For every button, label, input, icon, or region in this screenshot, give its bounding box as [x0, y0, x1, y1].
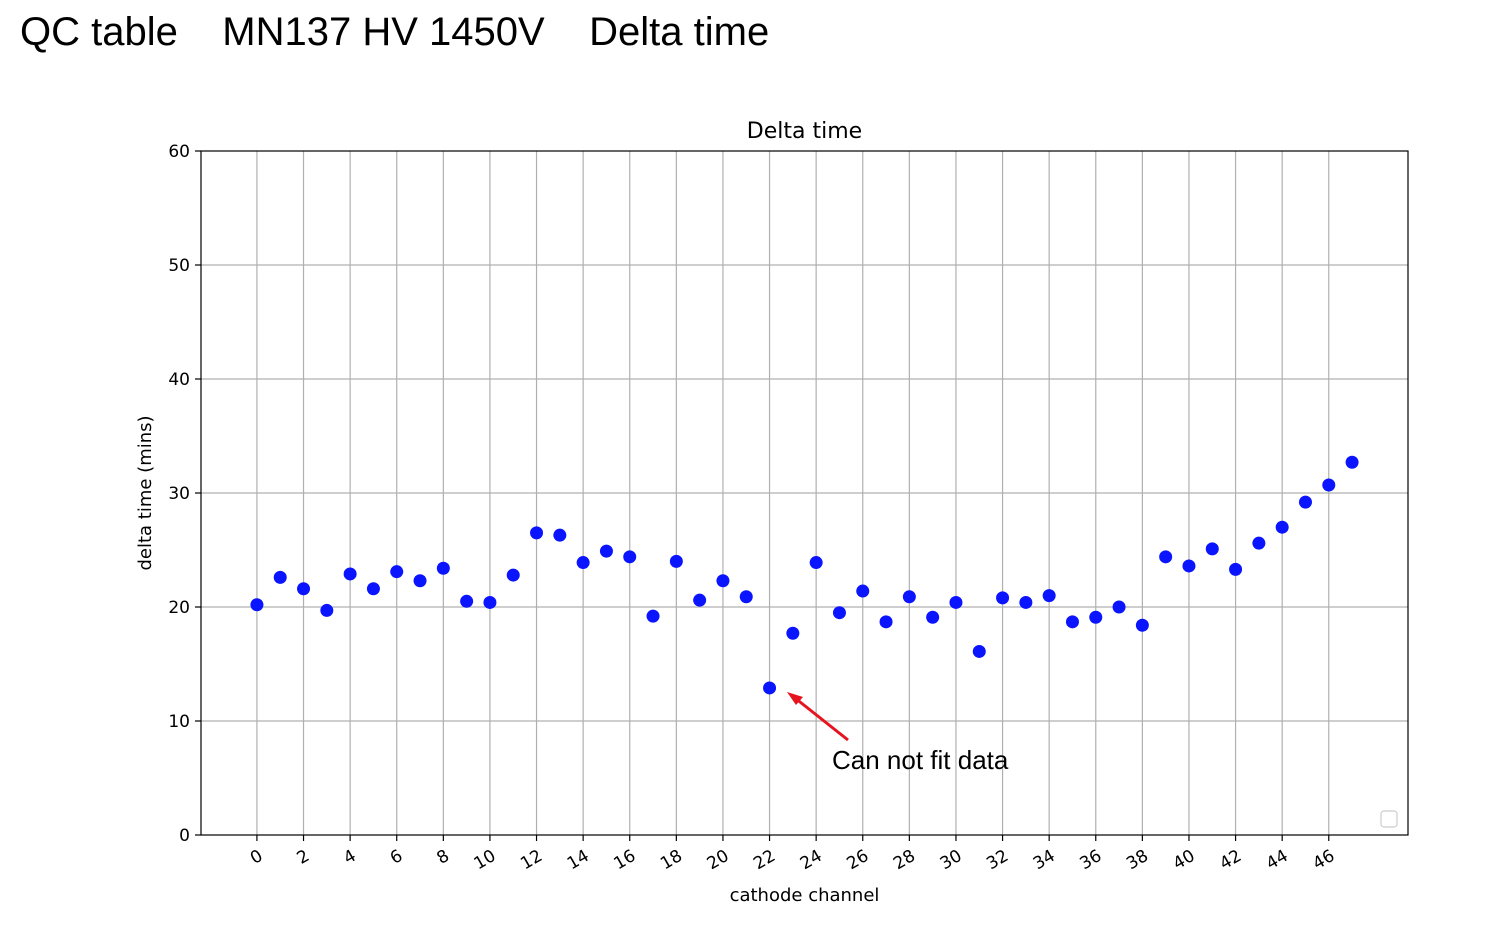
data-point	[996, 591, 1010, 605]
data-point	[902, 590, 916, 604]
data-point	[763, 681, 777, 695]
data-point	[530, 526, 544, 540]
data-point	[832, 606, 846, 620]
x-tick-label: 16	[611, 846, 640, 874]
data-point	[1089, 610, 1103, 624]
data-point	[693, 593, 707, 607]
data-point	[856, 584, 870, 598]
data-point	[1252, 536, 1266, 550]
legend-box	[1380, 810, 1398, 828]
y-tick-label: 50	[168, 256, 190, 276]
y-tick-label: 0	[179, 826, 190, 846]
data-point	[739, 590, 753, 604]
y-tick-label: 30	[168, 484, 190, 504]
x-tick-label: 14	[564, 846, 593, 874]
data-point	[553, 528, 567, 542]
x-tick-label: 32	[983, 846, 1012, 874]
x-tick-label: 6	[387, 846, 406, 869]
data-point	[926, 610, 940, 624]
data-point	[786, 626, 800, 640]
annotation-label: Can not fit data	[832, 745, 1009, 775]
slide-title: QC table MN137 HV 1450V Delta time	[20, 10, 770, 54]
data-point	[366, 582, 380, 596]
data-point	[273, 570, 287, 584]
y-tick-label: 20	[168, 598, 190, 618]
data-point	[646, 609, 660, 623]
data-point	[1065, 615, 1079, 629]
x-tick-label: 46	[1310, 846, 1339, 874]
x-tick-label: 42	[1216, 846, 1245, 874]
x-axis-label: cathode channel	[730, 885, 880, 906]
x-tick-label: 24	[797, 846, 826, 874]
data-point	[716, 574, 730, 588]
data-point	[413, 574, 427, 588]
annotation-arrow-head	[787, 692, 803, 705]
x-tick-label: 36	[1077, 846, 1106, 874]
x-tick-label: 10	[471, 846, 500, 874]
data-point	[460, 594, 474, 608]
x-tick-label: 28	[890, 846, 919, 874]
annotation: Can not fit data	[787, 692, 1009, 775]
data-point	[599, 544, 613, 558]
data-point	[1019, 595, 1033, 609]
data-point	[879, 615, 893, 629]
y-axis-ticks: 0 10 20 30 40 50 60	[168, 142, 201, 846]
data-point	[1042, 589, 1056, 603]
data-point	[1322, 478, 1336, 492]
x-tick-label: 44	[1263, 846, 1292, 874]
data-point	[949, 595, 963, 609]
x-tick-label: 8	[433, 846, 452, 869]
annotation-arrow-shaft	[794, 696, 849, 742]
grid-lines	[201, 151, 1408, 835]
data-point	[1112, 600, 1126, 614]
x-tick-label: 18	[657, 846, 686, 874]
y-tick-label: 10	[168, 712, 190, 732]
data-point	[1275, 520, 1289, 534]
data-point	[1135, 618, 1149, 632]
data-point	[669, 554, 683, 568]
data-points	[250, 455, 1359, 695]
x-tick-label: 0	[247, 846, 266, 869]
x-tick-label: 30	[937, 846, 966, 874]
x-tick-label: 2	[294, 846, 313, 869]
data-point	[972, 644, 986, 658]
x-tick-label: 38	[1123, 846, 1152, 874]
x-axis-ticks: 0 2 4 6 8 10 12 14 16 18 20 22 24 26 28 30 32 34 36 38 40 42 4…	[247, 835, 1338, 874]
x-tick-label: 34	[1030, 846, 1059, 874]
data-point	[506, 568, 520, 582]
data-point	[320, 603, 334, 617]
data-point	[1205, 542, 1219, 556]
y-axis-label: delta time (mins)	[135, 415, 156, 570]
x-tick-label: 40	[1170, 846, 1199, 874]
data-point	[343, 567, 357, 581]
chart-title: Delta time	[747, 119, 862, 144]
data-point	[1345, 455, 1359, 469]
data-point	[1229, 562, 1243, 576]
data-point	[297, 582, 311, 596]
x-tick-label: 26	[844, 846, 873, 874]
data-point	[483, 595, 497, 609]
data-point	[1159, 550, 1173, 564]
data-point	[250, 598, 264, 612]
plot-frame	[200, 150, 1409, 836]
data-point	[809, 556, 823, 570]
x-tick-label: 20	[704, 846, 733, 874]
data-point	[390, 565, 404, 579]
y-tick-label: 40	[168, 370, 190, 390]
data-point	[1182, 559, 1196, 573]
y-tick-label: 60	[168, 142, 190, 162]
data-point	[1298, 495, 1312, 509]
x-tick-label: 12	[517, 846, 546, 874]
x-tick-label: 22	[750, 846, 779, 874]
data-point	[576, 556, 590, 570]
data-point	[436, 561, 450, 575]
data-point	[623, 550, 637, 564]
x-tick-label: 4	[340, 846, 359, 869]
